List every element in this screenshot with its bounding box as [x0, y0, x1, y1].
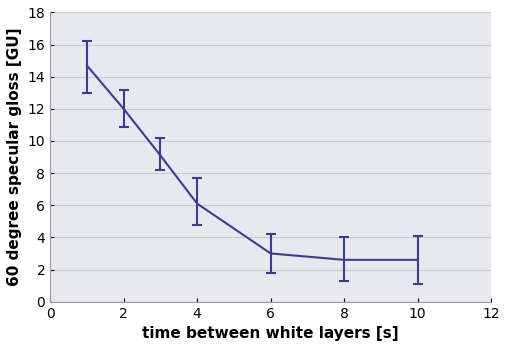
X-axis label: time between white layers [s]: time between white layers [s] — [142, 326, 399, 341]
Y-axis label: 60 degree specular gloss [GU]: 60 degree specular gloss [GU] — [7, 28, 22, 286]
